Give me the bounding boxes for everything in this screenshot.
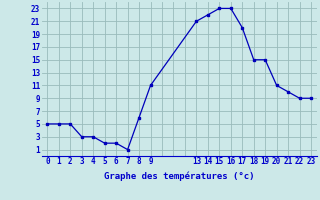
X-axis label: Graphe des températures (°c): Graphe des températures (°c) <box>104 172 254 181</box>
